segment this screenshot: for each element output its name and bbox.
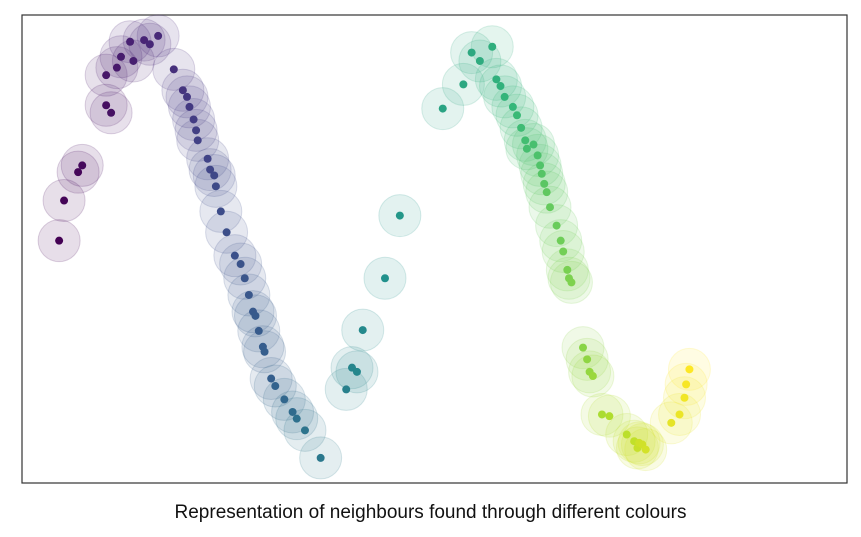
scatter-point-24 [211,182,220,191]
scatter-point-76 [583,355,592,364]
scatter-point-22 [206,165,215,174]
scatter-point-43 [342,385,351,394]
scatter-point-39 [288,407,297,416]
scatter-point-2 [74,168,83,177]
scatter-point-54 [492,75,501,84]
scatter-point-5 [107,108,116,117]
scatter-point-47 [381,274,389,283]
scatter-point-37 [271,382,280,391]
scatter-point-1 [60,196,69,205]
scatter-point-69 [552,221,561,230]
scatter-point-38 [280,395,289,404]
scatter-point-51 [467,48,476,57]
scatter-point-67 [542,188,551,197]
scatter-point-53 [488,42,497,51]
scatter-point-40 [292,414,301,423]
scatter-point-25 [216,207,225,216]
scatter-point-70 [556,236,565,245]
scatter-point-59 [517,123,526,132]
scatter-point-27 [230,251,239,260]
scatter-point-7 [112,63,121,72]
scatter-point-19 [192,126,201,135]
scatter-point-12 [145,40,154,49]
scatter-point-91 [685,365,694,374]
scatter-point-65 [537,169,546,178]
scatter-point-29 [240,274,249,283]
scatter-point-14 [169,65,178,74]
scatter-point-0 [55,236,64,245]
neighbour-scatter-plot [21,14,848,484]
scatter-point-3 [78,161,87,170]
scatter-point-8 [117,52,125,61]
scatter-point-15 [178,86,187,95]
scatter-point-46 [358,326,367,335]
scatter-point-49 [438,104,447,113]
scatter-point-88 [675,410,684,419]
scatter-point-61 [522,144,531,153]
scatter-point-21 [203,154,212,163]
scatter-point-6 [102,71,111,80]
scatter-point-72 [563,265,572,274]
scatter-point-58 [513,111,521,120]
scatter-point-55 [496,82,505,91]
scatter-point-60 [521,136,530,145]
scatter-point-90 [682,380,691,389]
scatter-point-52 [475,56,484,65]
scatter-point-11 [140,36,149,45]
scatter-point-42 [316,453,325,462]
scatter-point-10 [126,37,135,46]
scatter-point-30 [244,290,253,299]
scatter-point-26 [222,228,231,237]
scatter-point-57 [508,102,517,111]
scatter-point-66 [540,179,549,188]
scatter-point-50 [459,80,468,89]
scatter-point-48 [395,211,404,220]
scatter-point-75 [579,343,587,352]
figure-caption: Representation of neighbours found throu… [174,502,687,523]
scatter-point-56 [500,92,509,101]
scatter-point-89 [680,393,689,402]
scatter-point-63 [533,151,542,160]
scatter-point-17 [185,102,194,111]
scatter-point-35 [260,347,269,356]
plot-frame [21,14,848,484]
scatter-point-33 [254,326,263,335]
scatter-point-18 [189,115,198,124]
scatter-point-28 [236,260,245,269]
scatter-point-80 [605,412,614,421]
scatter-point-23 [210,171,219,180]
scatter-point-20 [193,136,202,145]
scatter-point-62 [529,140,538,149]
scatter-point-68 [546,203,554,212]
scatter-point-81 [622,430,631,439]
scatter-point-41 [300,426,309,435]
scatter-point-64 [536,161,545,170]
scatter-point-87 [667,418,676,427]
scatter-point-13 [154,31,163,40]
scatter-point-36 [267,374,276,383]
scatter-point-9 [129,56,138,65]
scatter-point-86 [641,445,650,454]
scatter-point-45 [352,367,361,376]
scatter-point-16 [183,92,191,101]
scatter-point-78 [588,372,597,381]
scatter-point-74 [567,278,576,287]
scatter-point-32 [251,311,260,320]
scatter-points [55,31,694,462]
scatter-point-71 [559,247,568,256]
scatter-point-4 [102,101,111,110]
scatter-point-79 [597,410,606,419]
